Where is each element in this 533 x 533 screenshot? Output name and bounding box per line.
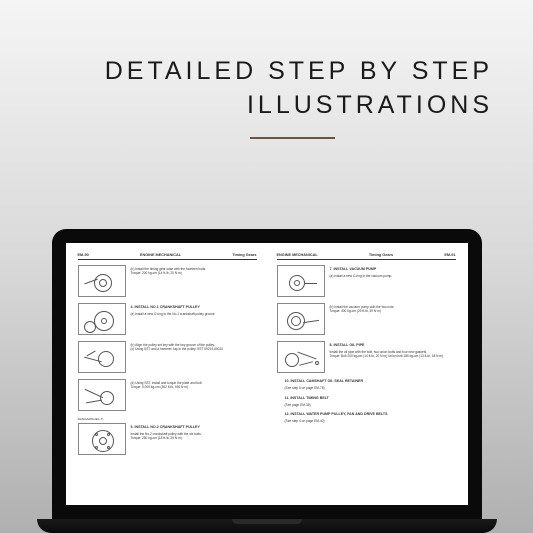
footer-code: 2H(EGA001HEL-T) (78, 417, 257, 421)
headline-line2: ILLUSTRATIONS (105, 89, 493, 123)
diagram-icon (277, 341, 325, 373)
left-page-header: EM-90 ENGINE MECHANICAL Timing Gears (78, 253, 257, 260)
left-page-num: EM-90 (78, 253, 89, 257)
manual-left-page: EM-90 ENGINE MECHANICAL Timing Gears (b)… (70, 247, 265, 501)
right-section-0: 7. INSTALL VACUUM PUMP (a) Install a new… (277, 265, 456, 297)
diagram-icon (78, 265, 126, 297)
right-page-num: EM-91 (444, 253, 455, 257)
headline-line1: DETAILED STEP BY STEP (105, 55, 493, 89)
headline: DETAILED STEP BY STEP ILLUSTRATIONS (105, 55, 493, 123)
diagram-icon (78, 423, 126, 455)
left-header-center: ENGINE MECHANICAL (140, 253, 181, 257)
section-text: 7. INSTALL VACUUM PUMP (a) Install a new… (330, 265, 456, 297)
diagram-icon (277, 303, 325, 335)
left-section-1: 4. INSTALL NO.1 CRANKSHAFT PULLEY (a) In… (78, 303, 257, 335)
left-section-4: 5. INSTALL NO.2 CRANKSHAFT PULLEY Instal… (78, 423, 257, 455)
diagram-icon (78, 303, 126, 335)
laptop-base (37, 519, 497, 533)
laptop-screen: EM-90 ENGINE MECHANICAL Timing Gears (b)… (66, 243, 468, 505)
manual-right-page: ENGINE MECHANICAL Timing Gears EM-91 7. … (269, 247, 464, 501)
divider-line (250, 137, 335, 139)
right-section-2: 8. INSTALL OIL PIPE Install the oil pipe… (277, 341, 456, 373)
section-text: 5. INSTALL NO.2 CRANKSHAFT PULLEY Instal… (131, 423, 257, 455)
right-header-right: Timing Gears (369, 253, 393, 257)
section-text: (d) Using SST, install and torque the pl… (131, 379, 257, 411)
right-text-section-2: 12. INSTALL WATER PUMP PULLEY, FAN AND D… (277, 412, 456, 424)
laptop-mockup: EM-90 ENGINE MECHANICAL Timing Gears (b)… (37, 229, 497, 533)
right-page-header: ENGINE MECHANICAL Timing Gears EM-91 (277, 253, 456, 260)
left-header-right: Timing Gears (232, 253, 256, 257)
section-text: (b) Align the pulley set key with the ke… (131, 341, 257, 373)
left-section-0: (b) Install the timing gear case with th… (78, 265, 257, 297)
left-section-2: (b) Align the pulley set key with the ke… (78, 341, 257, 373)
diagram-icon (78, 379, 126, 411)
section-text: (b) Install the vacuum pump with the two… (330, 303, 456, 335)
section-text: (b) Install the timing gear case with th… (131, 265, 257, 297)
laptop-notch (232, 519, 302, 524)
diagram-icon (78, 341, 126, 373)
right-text-section-1: 11. INSTALL TIMING BELT (See page EM-36) (277, 396, 456, 408)
right-text-section-0: 10. INSTALL CAMSHAFT OIL SEAL RETAINER (… (277, 379, 456, 391)
laptop-screen-frame: EM-90 ENGINE MECHANICAL Timing Gears (b)… (52, 229, 482, 519)
right-section-1: (b) Install the vacuum pump with the two… (277, 303, 456, 335)
left-section-3: (d) Using SST, install and torque the pl… (78, 379, 257, 411)
right-header-center: ENGINE MECHANICAL (277, 253, 318, 257)
diagram-icon (277, 265, 325, 297)
section-text: 4. INSTALL NO.1 CRANKSHAFT PULLEY (a) In… (131, 303, 257, 335)
section-text: 8. INSTALL OIL PIPE Install the oil pipe… (330, 341, 456, 373)
